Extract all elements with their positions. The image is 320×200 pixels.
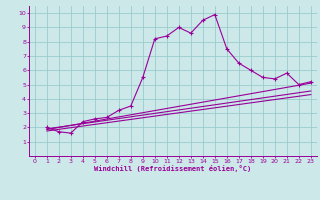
X-axis label: Windchill (Refroidissement éolien,°C): Windchill (Refroidissement éolien,°C) xyxy=(94,165,252,172)
